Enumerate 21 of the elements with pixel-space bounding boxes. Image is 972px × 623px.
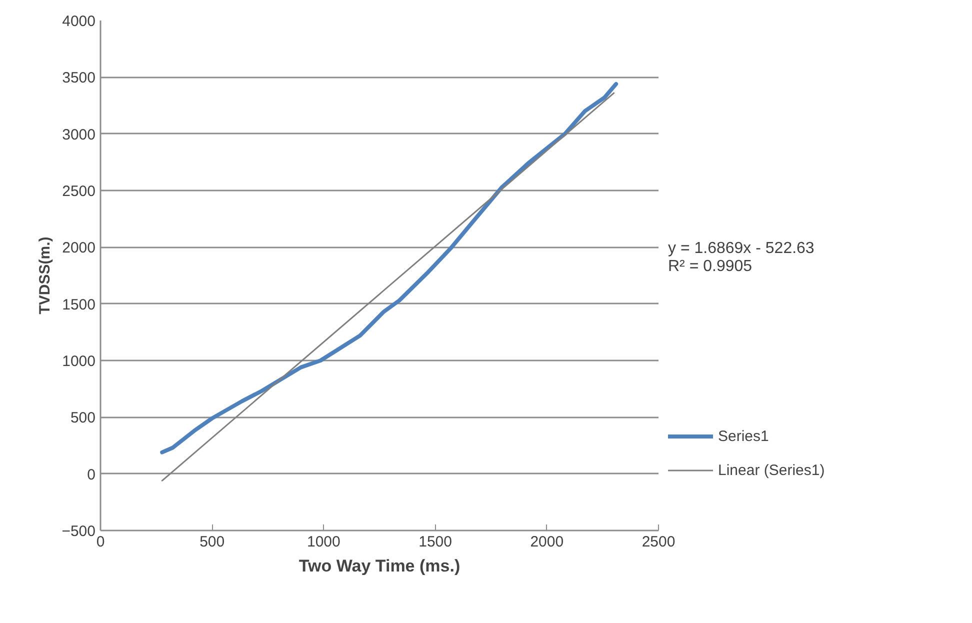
y-tick-label: 2500: [62, 183, 96, 200]
legend-label: Linear (Series1): [718, 462, 825, 478]
x-axis-title: Two Way Time (ms.): [298, 556, 460, 576]
y-tick-label: 3500: [62, 70, 96, 87]
y-tick-label: 0: [87, 466, 96, 484]
x-tick-label: 1500: [418, 534, 452, 550]
y-tick-label: 1500: [62, 296, 96, 314]
x-tick-label: 500: [200, 534, 225, 550]
y-axis-title: TVDSS(m.): [36, 236, 54, 314]
x-tick-label: 1000: [307, 534, 340, 550]
text: R² = 0.9905: [668, 258, 752, 275]
y-tick-label: −500: [62, 523, 96, 540]
x-tick-label: 2500: [642, 534, 676, 550]
x-tick-label: 2000: [530, 534, 564, 550]
y-tick-label: 2000: [62, 240, 96, 257]
y-tick-label: 500: [70, 410, 96, 427]
y-tick-label: 3000: [62, 126, 96, 144]
y-tick-label: 1000: [62, 353, 96, 370]
y-tick-label: 4000: [62, 13, 96, 30]
text: y = 1.6869x - 522.63: [668, 240, 814, 257]
legend-label: Series1: [718, 428, 769, 444]
